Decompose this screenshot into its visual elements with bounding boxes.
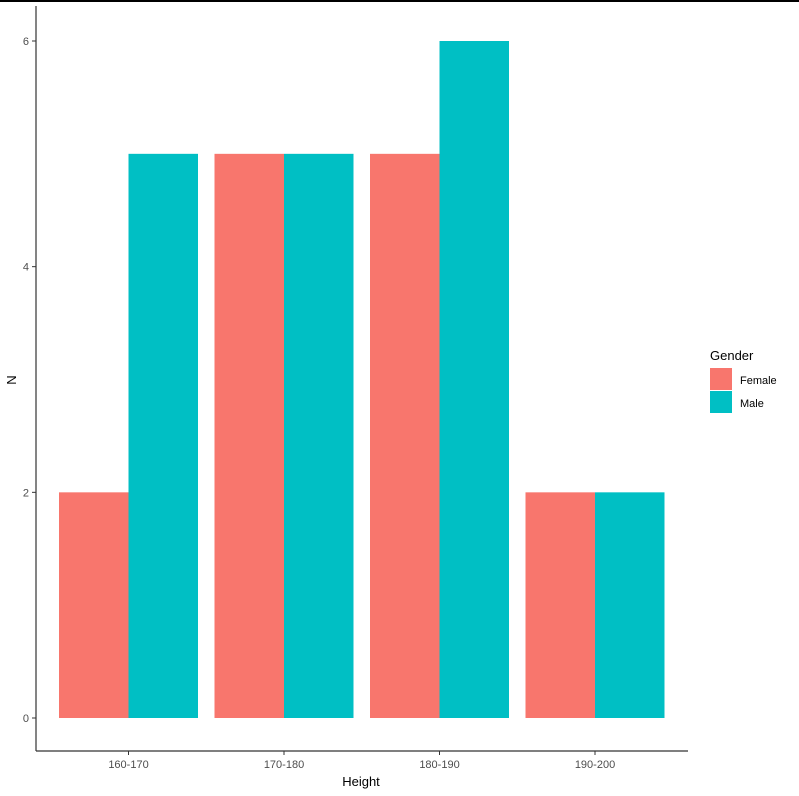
bars bbox=[59, 41, 665, 719]
x-axis-ticks: 160-170 170-180 180-190 190-200 bbox=[108, 751, 615, 771]
bar-male-160-170 bbox=[128, 153, 198, 719]
bar-female-180-190 bbox=[370, 153, 440, 719]
top-border bbox=[0, 0, 799, 2]
x-tick-label: 170-180 bbox=[264, 759, 304, 771]
x-tick-label: 160-170 bbox=[108, 759, 148, 771]
x-axis-title: Height bbox=[342, 774, 380, 789]
bar-male-190-200 bbox=[595, 492, 665, 718]
y-tick-label: 6 bbox=[23, 36, 29, 48]
x-tick-label: 190-200 bbox=[575, 759, 615, 771]
y-tick-label: 2 bbox=[23, 487, 29, 499]
x-tick-label: 180-190 bbox=[419, 759, 459, 771]
y-tick-label: 0 bbox=[23, 713, 29, 725]
bar-female-190-200 bbox=[525, 492, 595, 718]
y-axis-ticks: 0 2 4 6 bbox=[23, 36, 36, 725]
bar-male-170-180 bbox=[284, 153, 354, 719]
y-axis-title: N bbox=[4, 375, 19, 384]
bar-female-160-170 bbox=[59, 492, 129, 718]
legend-key-female bbox=[710, 368, 732, 390]
legend: Gender Female Male bbox=[710, 348, 777, 413]
legend-key-male bbox=[710, 391, 732, 413]
legend-label-female: Female bbox=[740, 375, 777, 387]
bar-male-180-190 bbox=[439, 41, 509, 718]
y-tick-label: 4 bbox=[23, 262, 29, 274]
legend-label-male: Male bbox=[740, 398, 764, 410]
bar-female-170-180 bbox=[214, 153, 284, 719]
legend-title: Gender bbox=[710, 348, 754, 363]
